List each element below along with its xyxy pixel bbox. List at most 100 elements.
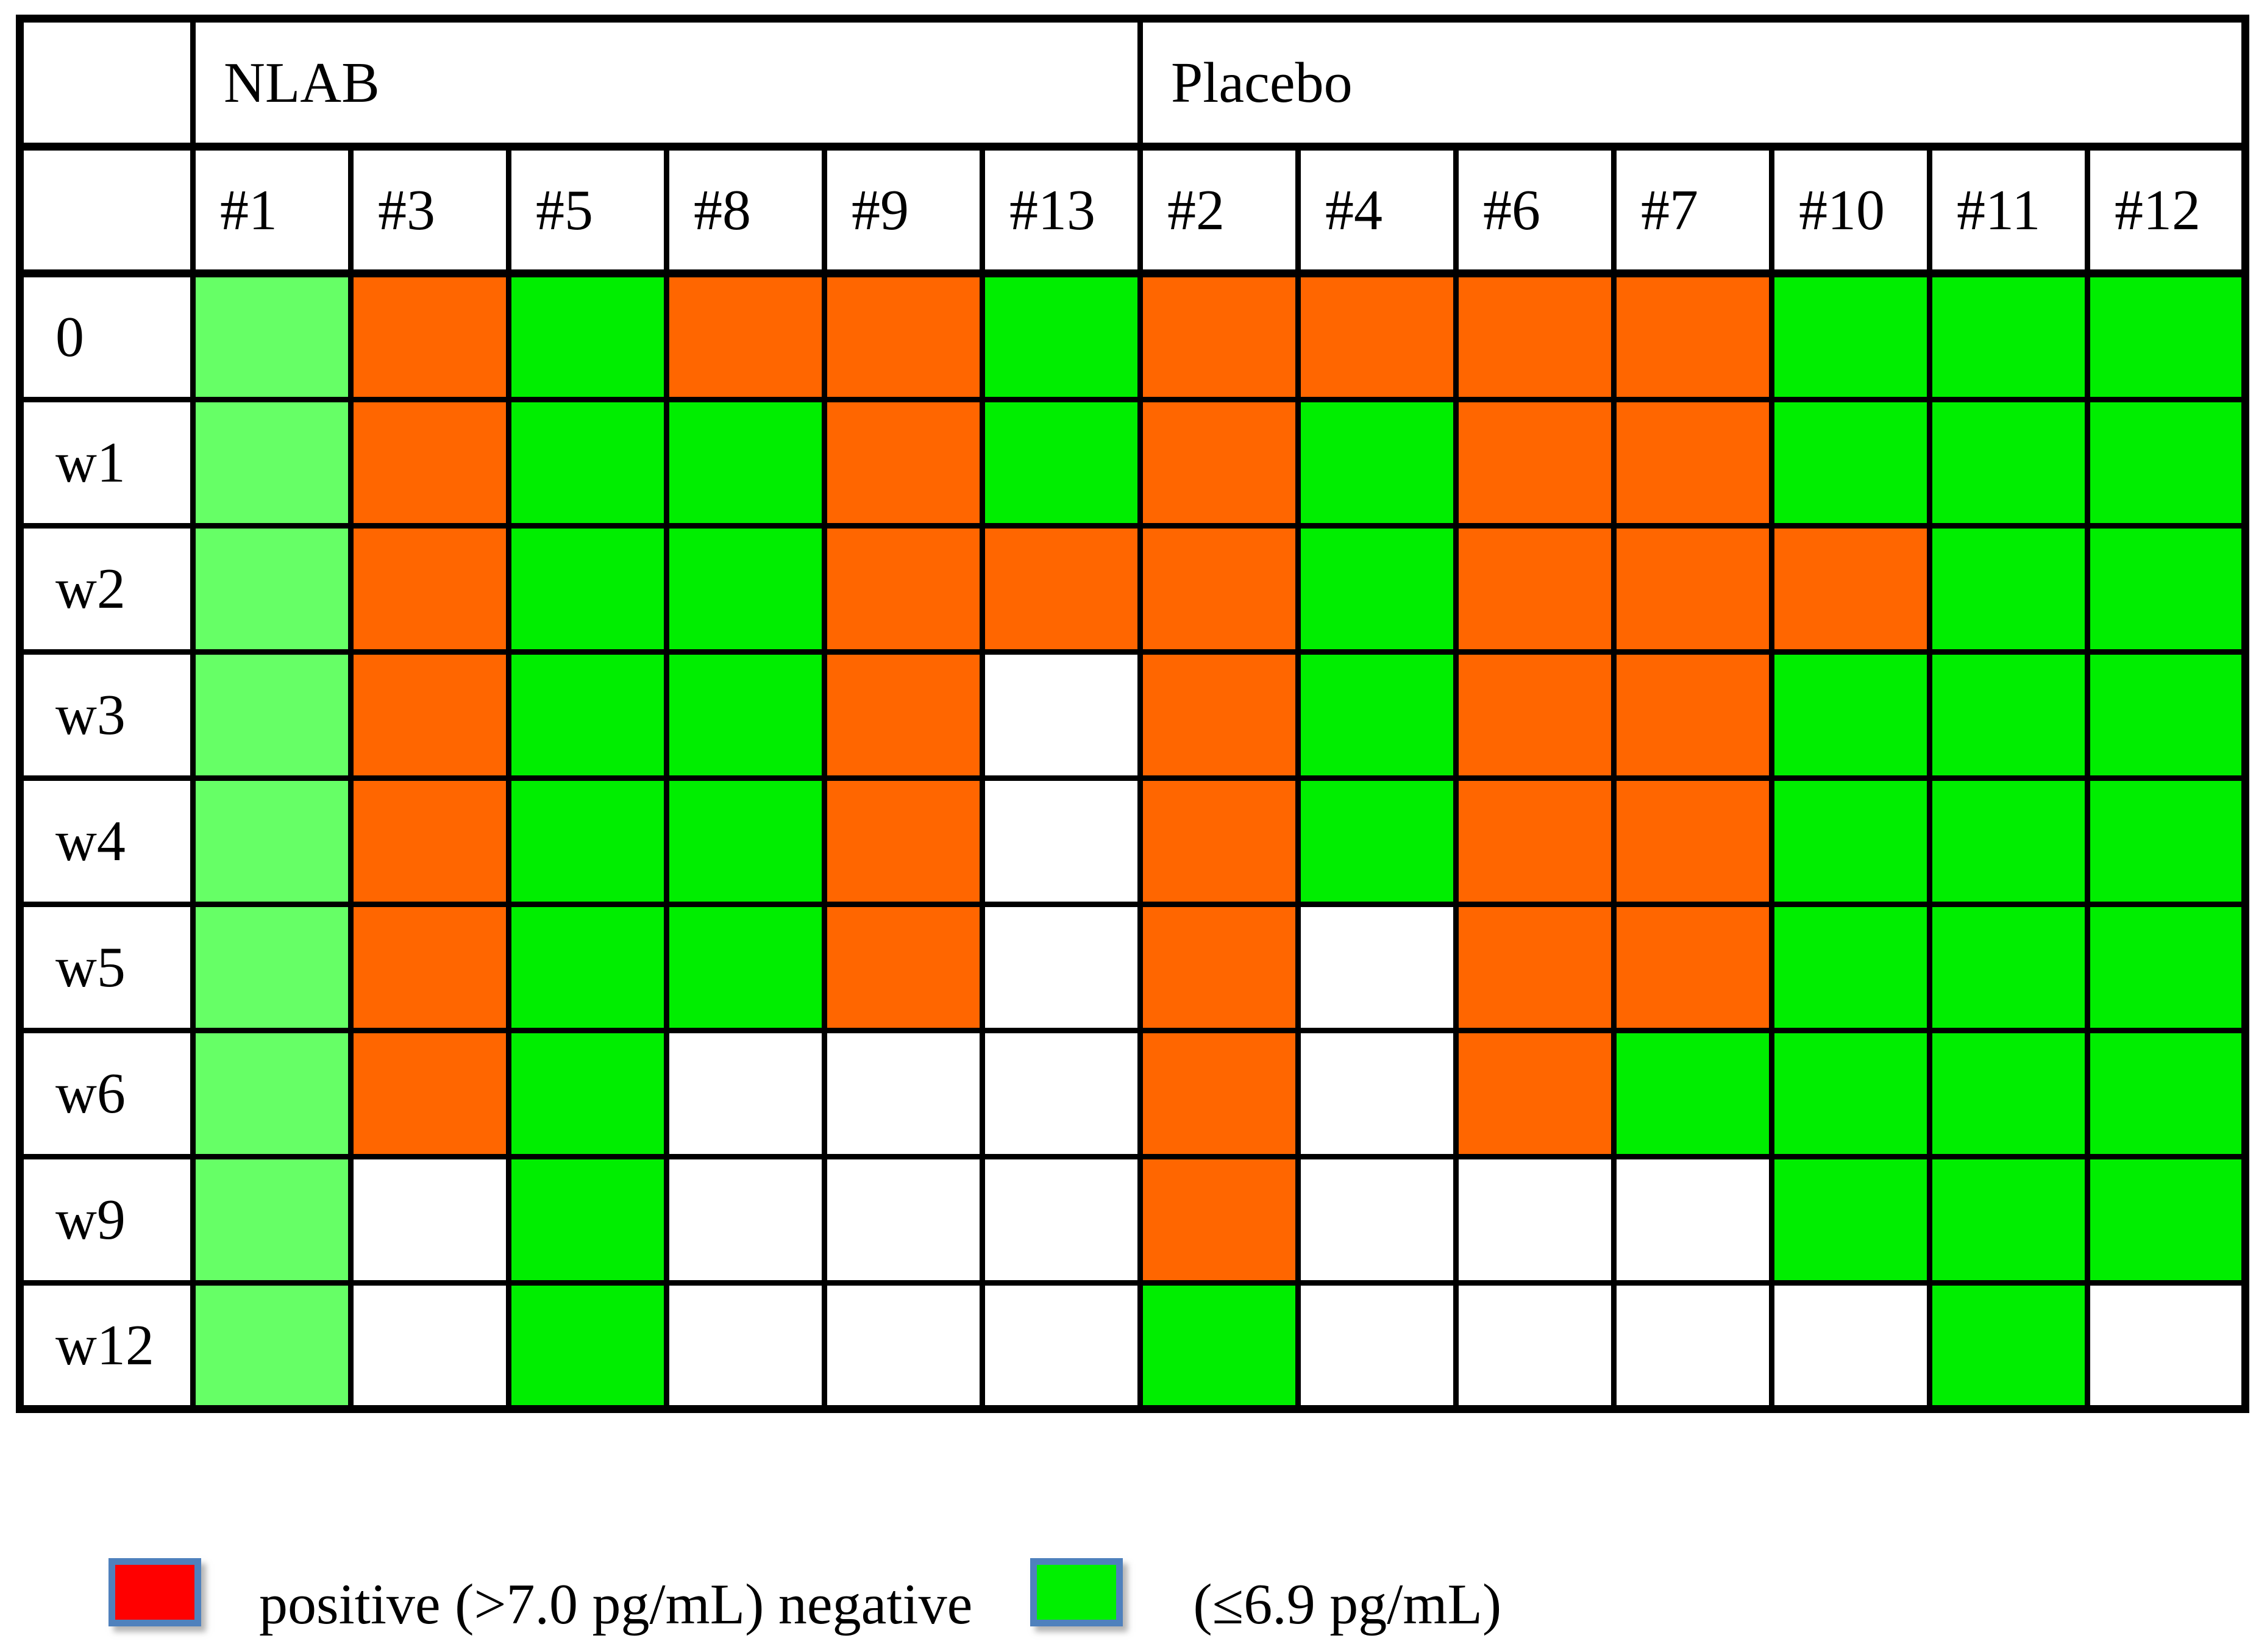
cell-0-6 (1453, 271, 1617, 402)
cell-w4-1 (190, 775, 354, 907)
cell-0-10 (1769, 271, 1933, 402)
cell-w6-11 (1927, 1028, 2091, 1159)
cell-w2-6 (1453, 523, 1617, 655)
cell-w1-13 (979, 397, 1144, 529)
cell-w2-2 (1137, 523, 1301, 655)
subject-header-9: #9 (822, 144, 985, 277)
cell-w5-2 (1137, 902, 1301, 1033)
table-row-w12: w12 (17, 1280, 2249, 1412)
cell-w2-11 (1927, 523, 2091, 655)
cell-w1-10 (1769, 397, 1933, 529)
row-label-0: 0 (17, 271, 196, 402)
cell-w5-13 (979, 902, 1144, 1033)
cell-w3-2 (1137, 649, 1301, 781)
cell-w9-4 (1295, 1154, 1459, 1286)
cell-w2-10 (1769, 523, 1933, 655)
subject-header-2: #2 (1137, 144, 1301, 277)
table-row-w5: w5 (17, 902, 2249, 1033)
row-label-w1: w1 (17, 397, 196, 529)
subject-header-3: #3 (348, 144, 511, 277)
cell-w6-12 (2085, 1028, 2249, 1159)
cell-w3-12 (2085, 649, 2249, 781)
row-label-w2: w2 (17, 523, 196, 655)
cell-w3-7 (1611, 649, 1775, 781)
cell-w2-13 (979, 523, 1144, 655)
cell-w6-10 (1769, 1028, 1933, 1159)
row-label-w12: w12 (17, 1280, 196, 1412)
cell-w12-6 (1453, 1280, 1617, 1412)
cell-w6-7 (1611, 1028, 1775, 1159)
cell-w1-1 (190, 397, 354, 529)
corner-cell (17, 15, 196, 151)
cell-w2-4 (1295, 523, 1459, 655)
cell-w1-8 (664, 397, 827, 529)
table-row-w2: w2 (17, 523, 2249, 655)
row-label-w3: w3 (17, 649, 196, 781)
cell-0-2 (1137, 271, 1301, 402)
cell-w4-10 (1769, 775, 1933, 907)
table-row-w4: w4 (17, 775, 2249, 907)
cell-w4-4 (1295, 775, 1459, 907)
cell-w3-13 (979, 649, 1144, 781)
cell-w12-5 (506, 1280, 669, 1412)
cell-0-11 (1927, 271, 2091, 402)
group-header-placebo: Placebo (1137, 15, 2249, 151)
cell-0-5 (506, 271, 669, 402)
cell-w9-10 (1769, 1154, 1933, 1286)
cell-w1-4 (1295, 397, 1459, 529)
cell-w12-7 (1611, 1280, 1775, 1412)
cell-w6-9 (822, 1028, 985, 1159)
cell-w12-12 (2085, 1280, 2249, 1412)
row-label-w5: w5 (17, 902, 196, 1033)
subject-header-5: #5 (506, 144, 669, 277)
cell-w9-3 (348, 1154, 511, 1286)
cell-w1-2 (1137, 397, 1301, 529)
cell-w5-11 (1927, 902, 2091, 1033)
subject-header-10: #10 (1769, 144, 1933, 277)
cell-w5-5 (506, 902, 669, 1033)
cell-w5-12 (2085, 902, 2249, 1033)
cell-w2-9 (822, 523, 985, 655)
cell-0-8 (664, 271, 827, 402)
cell-w1-7 (1611, 397, 1775, 529)
cell-w5-6 (1453, 902, 1617, 1033)
cell-w5-9 (822, 902, 985, 1033)
cell-w9-11 (1927, 1154, 2091, 1286)
cell-w2-12 (2085, 523, 2249, 655)
cell-w9-1 (190, 1154, 354, 1286)
cell-w4-6 (1453, 775, 1617, 907)
cell-w3-4 (1295, 649, 1459, 781)
cell-w3-6 (1453, 649, 1617, 781)
cell-w12-8 (664, 1280, 827, 1412)
cell-w3-10 (1769, 649, 1933, 781)
cell-w9-8 (664, 1154, 827, 1286)
cell-w3-11 (1927, 649, 2091, 781)
cell-0-9 (822, 271, 985, 402)
cell-w5-1 (190, 902, 354, 1033)
cell-w6-5 (506, 1028, 669, 1159)
table-row-w6: w6 (17, 1028, 2249, 1159)
cell-w2-3 (348, 523, 511, 655)
cell-w1-11 (1927, 397, 2091, 529)
cell-w4-11 (1927, 775, 2091, 907)
cell-w4-2 (1137, 775, 1301, 907)
row-label-w6: w6 (17, 1028, 196, 1159)
cell-0-4 (1295, 271, 1459, 402)
cell-w6-6 (1453, 1028, 1617, 1159)
cell-w5-3 (348, 902, 511, 1033)
cell-w9-13 (979, 1154, 1144, 1286)
cell-w9-9 (822, 1154, 985, 1286)
table-row-w9: w9 (17, 1154, 2249, 1286)
cell-w2-8 (664, 523, 827, 655)
cell-w6-8 (664, 1028, 827, 1159)
cell-w4-7 (1611, 775, 1775, 907)
cell-0-13 (979, 271, 1144, 402)
cell-w1-9 (822, 397, 985, 529)
legend: positive (>7.0 pg/mL) negative (≤6.9 pg/… (109, 1558, 1501, 1635)
subject-header-1: #1 (190, 144, 354, 277)
cell-w1-3 (348, 397, 511, 529)
cell-w12-11 (1927, 1280, 2091, 1412)
cell-w2-5 (506, 523, 669, 655)
cell-w1-5 (506, 397, 669, 529)
